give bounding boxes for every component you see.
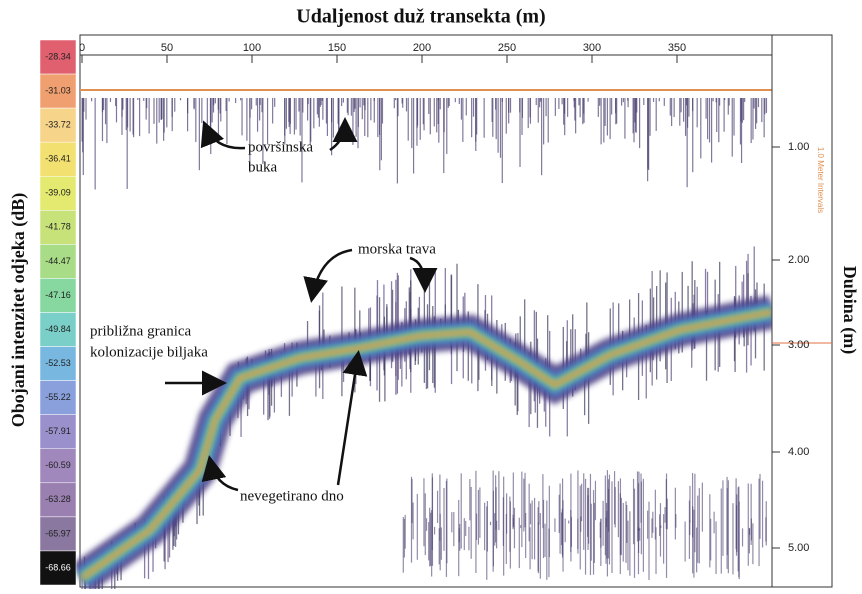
annotation: površinska: [248, 139, 313, 155]
arrow: [200, 120, 246, 150]
color-bar: -28.34 -31.03 -33.72 -36.41 -39.09 -41.78 -44.…: [39, 39, 77, 586]
x-tick-label: 150: [328, 42, 346, 54]
color-cell: [39, 312, 77, 347]
color-cell: [39, 244, 77, 279]
color-label: -33.72: [45, 120, 71, 130]
x-tick-label: 0: [79, 42, 85, 54]
color-cell: [39, 516, 77, 552]
x-tick-label: 100: [243, 42, 261, 54]
title: Udaljenost duž transekta (m): [296, 6, 545, 28]
color-label: -41.78: [45, 222, 71, 232]
color-label: -36.41: [45, 154, 71, 164]
color-label: -39.09: [45, 188, 71, 198]
color-cell: [39, 448, 77, 484]
color-label: -28.34: [45, 51, 71, 61]
annotation: morska trava: [358, 241, 436, 257]
left-label: Obojani intenzitet odjeka (dB): [8, 193, 29, 428]
depth-tick-label: 3.00: [788, 339, 809, 351]
depth-panel: [771, 34, 833, 588]
color-label: -60.59: [45, 460, 71, 470]
interval-note: 1.0 Meter Intervals: [816, 147, 825, 213]
x-tick-label: 200: [413, 42, 431, 54]
color-label: -44.47: [45, 256, 71, 266]
arrow: [409, 256, 438, 293]
arrow: [336, 350, 368, 486]
depth-tick-label: 1.00: [788, 141, 809, 153]
color-cell: [39, 176, 77, 211]
color-label: -49.84: [45, 324, 71, 334]
right-label: Dubina (m): [839, 266, 860, 355]
bottom-band: [81, 310, 773, 580]
annotation: buka: [248, 159, 278, 175]
color-label: -55.22: [45, 392, 71, 402]
depth-tick-label: 2.00: [788, 254, 809, 266]
color-label: -63.28: [45, 494, 71, 504]
color-label: -47.16: [45, 290, 71, 300]
annotation: nevegetirano dno: [240, 488, 344, 504]
color-cell: [39, 550, 77, 586]
color-label: -57.91: [45, 426, 71, 436]
x-tick-label: 250: [498, 42, 516, 54]
color-label: -68.66: [45, 562, 71, 572]
annotation: približna granica: [90, 323, 192, 339]
color-cell: [39, 210, 77, 245]
color-label: -65.97: [45, 528, 71, 538]
echo-image: [72, 91, 776, 594]
color-cell: [39, 107, 77, 143]
color-cell: [39, 414, 77, 449]
arrow: [201, 455, 239, 492]
color-cell: [39, 73, 77, 109]
x-tick-label: 300: [583, 42, 601, 54]
x-tick-label: 50: [161, 42, 173, 54]
color-cell: [39, 346, 77, 381]
color-cell: [39, 39, 77, 75]
arrow: [329, 117, 358, 152]
arrow: [303, 248, 353, 303]
depth-tick-label: 4.00: [788, 446, 809, 458]
color-label: -31.03: [45, 85, 71, 95]
annotation: kolonizacije biljaka: [90, 344, 208, 360]
color-cell: [39, 141, 77, 177]
color-cell: [39, 278, 77, 313]
x-tick-label: 350: [668, 42, 686, 54]
color-cell: [39, 380, 77, 415]
depth-tick-label: 5.00: [788, 542, 809, 554]
color-label: -52.53: [45, 358, 71, 368]
color-cell: [39, 482, 77, 518]
